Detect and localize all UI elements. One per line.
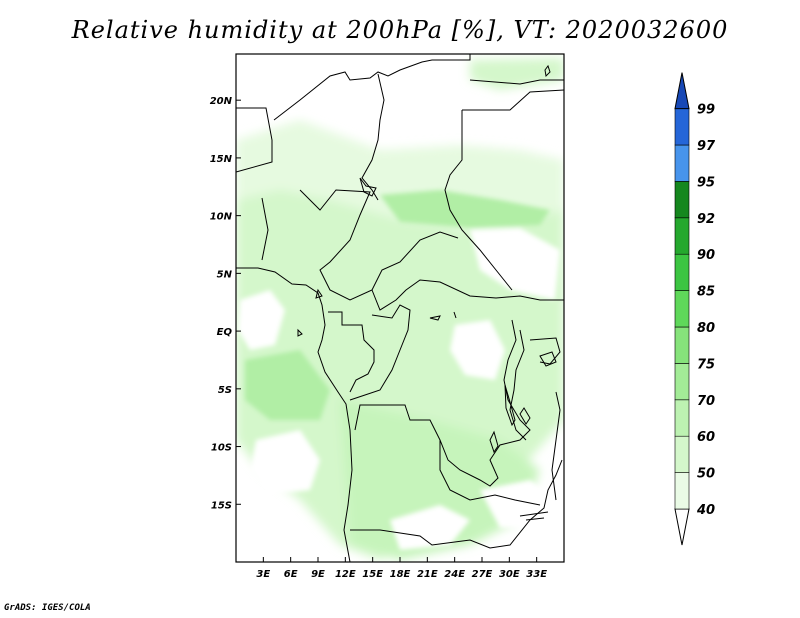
border-south xyxy=(350,440,563,549)
y-tick-label: 20N xyxy=(210,96,233,107)
y-axis: 20N 15N 10N 5N EQ 5S 10S 15S xyxy=(210,96,241,511)
rh-moist-core-west xyxy=(245,350,330,420)
rh-dry-patch-southeast xyxy=(480,480,560,530)
colorbar-box xyxy=(674,217,690,255)
x-tick-label: 3E xyxy=(256,569,270,580)
x-tick-label: 6E xyxy=(284,569,298,580)
colorbar: 40 50 60 70 75 80 85 90 92 95 97 99 xyxy=(674,72,716,546)
y-tick-label: 15S xyxy=(211,500,232,511)
colorbar-label: 92 xyxy=(697,212,715,227)
y-tick-label: EQ xyxy=(217,327,233,338)
x-tick-label: 15E xyxy=(362,569,383,580)
border-north-central xyxy=(361,73,513,291)
coastline-west xyxy=(236,267,353,562)
colorbar-label: 75 xyxy=(697,357,715,372)
x-tick-label: 24E xyxy=(444,569,465,580)
rh-field-northeast xyxy=(470,58,564,90)
x-tick-label: 18E xyxy=(390,569,411,580)
rh-dry-patch-east xyxy=(470,228,560,300)
x-tick-label: 21E xyxy=(417,569,438,580)
lake-outlines xyxy=(489,351,557,454)
x-tick-label: 30E xyxy=(499,569,520,580)
colorbar-box xyxy=(674,326,690,364)
colorbar-label: 50 xyxy=(697,467,715,482)
colorbar-label: 60 xyxy=(697,430,715,445)
border-east-lakes xyxy=(509,329,561,501)
border-central xyxy=(261,189,564,311)
x-tick-label: 12E xyxy=(335,569,356,580)
colorbar-box xyxy=(674,253,690,291)
country-borders xyxy=(236,54,564,562)
coast-east xyxy=(297,64,551,521)
colorbar-label: 99 xyxy=(697,103,715,118)
colorbar-box xyxy=(674,144,690,182)
humidity-field xyxy=(236,58,564,560)
colorbar-box xyxy=(674,290,690,328)
colorbar-label: 40 xyxy=(696,503,715,518)
map-title: Relative humidity at 200hPa [%], VT: 202… xyxy=(71,16,729,44)
colorbar-label: 70 xyxy=(697,394,715,409)
rh-moist-band xyxy=(380,190,550,228)
y-tick-label: 10N xyxy=(210,212,233,223)
border-east-mid xyxy=(462,79,564,111)
border-congo xyxy=(328,304,411,401)
footer-credit: GrADS: IGES/COLA xyxy=(4,603,91,613)
y-tick-label: 10S xyxy=(211,443,232,454)
x-tick-label: 33E xyxy=(526,569,547,580)
colorbar-box xyxy=(674,399,690,437)
colorbar-label: 97 xyxy=(697,139,716,154)
colorbar-label: 90 xyxy=(697,248,715,263)
colorbar-lower-triangle xyxy=(674,508,690,546)
x-tick-label: 27E xyxy=(472,569,493,580)
y-tick-label: 15N xyxy=(210,154,233,165)
y-tick-label: 5N xyxy=(217,269,233,280)
rh-dry-patch-southwest xyxy=(250,430,320,495)
y-tick-label: 5S xyxy=(218,385,232,396)
colorbar-label: 80 xyxy=(697,321,715,336)
x-tick-label: 9E xyxy=(311,569,325,580)
colorbar-box xyxy=(674,435,690,473)
colorbar-box xyxy=(674,108,690,146)
colorbar-box xyxy=(674,363,690,401)
rh-dry-patch-south xyxy=(390,505,470,550)
colorbar-label: 95 xyxy=(697,175,715,190)
x-axis: 3E 6E 9E 12E 15E 18E 21E 24E 27E 30E 33E xyxy=(256,557,547,580)
colorbar-upper-triangle xyxy=(674,72,690,110)
rh-dry-patch-center xyxy=(450,320,505,380)
colorbar-label: 85 xyxy=(697,285,715,300)
border-northwest xyxy=(236,54,471,173)
colorbar-box xyxy=(674,181,690,219)
rh-dry-patch-west xyxy=(238,290,285,350)
colorbar-box xyxy=(674,472,690,510)
